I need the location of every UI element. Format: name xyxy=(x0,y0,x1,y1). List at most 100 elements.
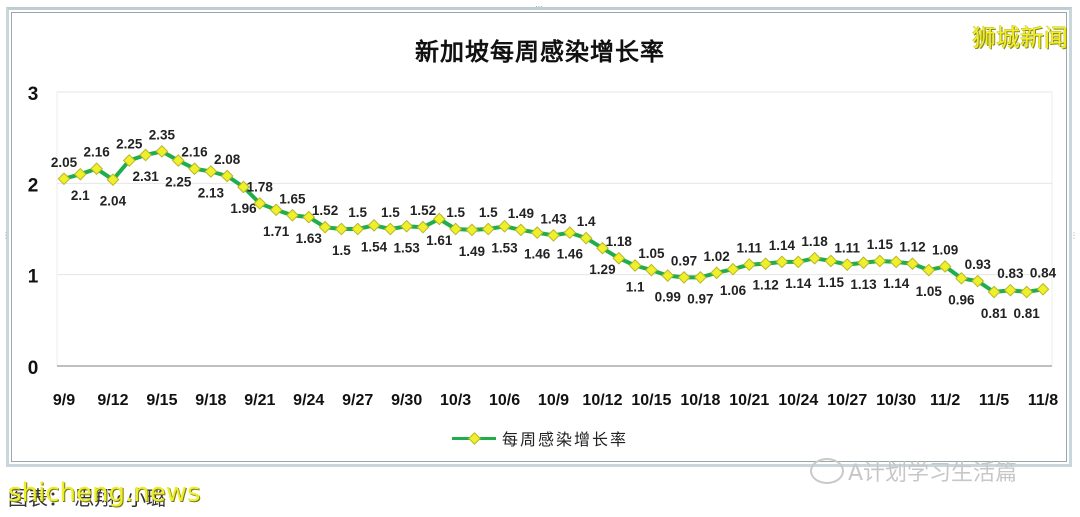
data-label: 0.81 xyxy=(981,306,1008,321)
data-label: 1.4 xyxy=(577,214,596,229)
data-point-marker[interactable] xyxy=(1004,283,1017,297)
data-point-marker[interactable] xyxy=(857,256,870,270)
data-label: 1.1 xyxy=(626,280,645,295)
data-point-marker[interactable] xyxy=(596,241,609,255)
data-label: 1.13 xyxy=(850,277,877,292)
data-label: 1.63 xyxy=(296,231,323,246)
resize-handle-right[interactable]: ⋮ xyxy=(1070,231,1078,240)
data-point-marker[interactable] xyxy=(514,223,528,237)
data-point-marker[interactable] xyxy=(955,271,968,285)
data-point-marker[interactable] xyxy=(122,154,136,167)
resize-handle-left[interactable]: ⋮ xyxy=(2,231,10,240)
data-point-marker[interactable] xyxy=(645,263,658,277)
data-point-marker[interactable] xyxy=(824,254,838,268)
data-point-marker[interactable] xyxy=(547,229,560,242)
data-label: 1.15 xyxy=(867,237,894,252)
resize-handle-top[interactable]: ⋯ xyxy=(535,2,543,11)
data-label: 1.18 xyxy=(606,234,633,249)
data-point-marker[interactable] xyxy=(579,231,593,245)
data-label: 1.61 xyxy=(426,233,453,248)
data-label: 0.97 xyxy=(671,253,697,268)
data-point-marker[interactable] xyxy=(693,271,707,284)
data-point-marker[interactable] xyxy=(90,162,103,176)
data-label: 1.43 xyxy=(540,211,567,226)
x-tick-label: 10/12 xyxy=(582,392,622,409)
y-tick-label: 0 xyxy=(28,358,39,379)
data-label: 1.5 xyxy=(332,243,351,258)
data-point-marker[interactable] xyxy=(971,274,985,288)
data-point-marker[interactable] xyxy=(253,197,267,210)
data-point-marker[interactable] xyxy=(171,154,185,167)
data-point-marker[interactable] xyxy=(139,148,152,162)
data-point-marker[interactable] xyxy=(57,172,71,186)
data-point-marker[interactable] xyxy=(563,226,577,240)
x-tick-label: 10/27 xyxy=(827,392,867,409)
data-point-marker[interactable] xyxy=(351,222,365,236)
data-point-marker[interactable] xyxy=(873,254,887,268)
data-point-marker[interactable] xyxy=(628,259,642,272)
y-tick-label: 2 xyxy=(28,175,39,196)
data-point-marker[interactable] xyxy=(906,257,919,271)
data-label: 1.02 xyxy=(704,249,730,264)
data-point-marker[interactable] xyxy=(220,169,234,183)
data-point-marker[interactable] xyxy=(318,220,332,234)
figure-caption: 图表： 思翔•小璐 xyxy=(8,486,167,510)
data-point-marker[interactable] xyxy=(465,223,479,237)
data-point-marker[interactable] xyxy=(791,255,805,269)
chart-frame-border xyxy=(11,12,1067,462)
data-point-marker[interactable] xyxy=(840,258,854,271)
data-point-marker[interactable] xyxy=(1020,285,1034,299)
data-point-marker[interactable] xyxy=(481,222,495,236)
data-point-marker[interactable] xyxy=(269,203,283,217)
data-label: 2.04 xyxy=(100,194,127,209)
data-point-marker[interactable] xyxy=(1036,282,1050,296)
data-point-marker[interactable] xyxy=(530,226,544,240)
x-tick-label: 9/30 xyxy=(391,392,422,409)
data-point-marker[interactable] xyxy=(889,255,903,269)
data-label: 0.99 xyxy=(655,290,681,305)
data-point-marker[interactable] xyxy=(432,212,446,226)
data-point-marker[interactable] xyxy=(73,167,87,181)
data-label: 1.46 xyxy=(524,247,551,262)
data-point-marker[interactable] xyxy=(106,173,120,187)
y-tick-label: 1 xyxy=(28,267,39,288)
data-label: 1.29 xyxy=(589,262,615,277)
x-tick-label: 11/8 xyxy=(1028,392,1058,409)
data-point-marker[interactable] xyxy=(155,145,169,158)
data-point-marker[interactable] xyxy=(367,218,381,232)
data-point-marker[interactable] xyxy=(710,266,724,280)
data-point-marker[interactable] xyxy=(449,222,462,236)
data-point-marker[interactable] xyxy=(498,219,511,233)
data-label: 1.54 xyxy=(361,239,388,254)
data-point-marker[interactable] xyxy=(808,251,821,265)
data-label: 2.16 xyxy=(181,145,208,160)
data-point-marker[interactable] xyxy=(759,257,772,271)
data-point-marker[interactable] xyxy=(922,263,936,277)
data-label: 2.1 xyxy=(71,188,90,203)
data-point-marker[interactable] xyxy=(987,285,1001,299)
data-point-marker[interactable] xyxy=(612,251,626,265)
legend-line-marker-icon xyxy=(452,431,496,445)
data-point-marker[interactable] xyxy=(204,165,218,178)
data-point-marker[interactable] xyxy=(742,258,756,271)
data-point-marker[interactable] xyxy=(726,262,740,276)
legend-label: 每周感染增长率 xyxy=(502,430,629,449)
data-point-marker[interactable] xyxy=(302,210,316,224)
data-point-marker[interactable] xyxy=(188,162,201,176)
data-point-marker[interactable] xyxy=(237,180,250,194)
data-point-marker[interactable] xyxy=(775,255,789,269)
x-tick-label: 10/24 xyxy=(778,392,818,409)
data-label: 1.5 xyxy=(348,205,367,220)
data-point-marker[interactable] xyxy=(661,269,675,282)
data-point-marker[interactable] xyxy=(383,222,397,236)
data-point-marker[interactable] xyxy=(938,260,952,273)
data-label: 0.97 xyxy=(687,291,713,306)
data-point-marker[interactable] xyxy=(400,219,414,233)
x-tick-label: 10/6 xyxy=(489,392,520,409)
data-point-marker[interactable] xyxy=(286,208,299,222)
data-label: 2.31 xyxy=(132,169,159,184)
data-point-marker[interactable] xyxy=(416,220,430,234)
data-label: 2.08 xyxy=(214,152,241,167)
data-point-marker[interactable] xyxy=(677,271,691,284)
data-point-marker[interactable] xyxy=(335,222,348,236)
